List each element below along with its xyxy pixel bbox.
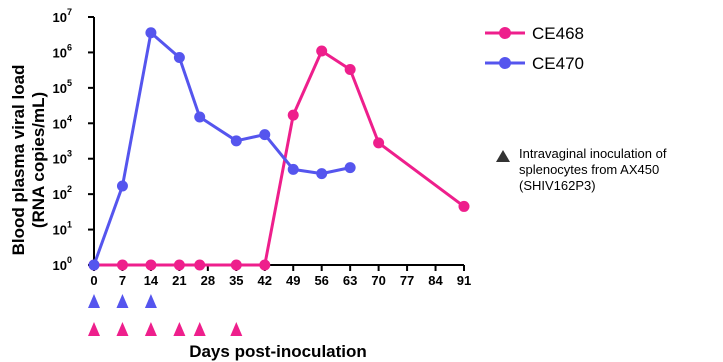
data-point-ce470 [287,163,299,175]
annotation-line1: Intravaginal inoculation of [519,146,667,161]
y-tick-base: 10 [53,152,67,167]
y-tick-base: 10 [53,45,67,60]
legend: CE468 CE470 [485,24,584,73]
y-tick-label: 101 [53,220,72,238]
y-tick-base: 10 [53,116,67,131]
y-tick-exponent: 5 [67,78,72,88]
inoculation-marker-ce470 [116,294,129,308]
y-tick-label: 104 [53,113,72,131]
series-line-ce470 [92,31,351,266]
x-tick-label: 14 [144,273,159,288]
data-point-ce468 [373,137,385,149]
y-tick-base: 10 [53,81,67,96]
annotation-line2: splenocytes from AX450 [519,162,659,177]
inoculation-marker-ce468 [173,322,186,336]
x-tick-label: 91 [457,273,471,288]
y-axis-label-line1: Blood plasma viral load [9,65,28,256]
x-tick-label: 70 [371,273,385,288]
y-tick-label: 107 [53,7,72,25]
y-tick-label: 106 [53,42,72,60]
inoculation-marker-ce468 [193,322,206,336]
legend-label-ce470: CE470 [532,54,584,73]
x-ticks: 0 7 14 21 28 35 42 49 56 63 70 77 84 91 [90,265,471,288]
series-line-ce468 [94,49,465,267]
data-point-ce468 [344,63,356,75]
y-tick-base: 10 [53,258,67,273]
x-tick-label: 21 [172,273,186,288]
y-tick-base: 10 [53,10,67,25]
inoculation-annotation: Intravaginal inoculation of splenocytes … [496,146,667,193]
data-point-ce470 [194,111,206,123]
data-point-ce468 [145,259,157,271]
data-point-ce470 [259,129,271,141]
annotation-line3: (SHIV162P3) [519,178,596,193]
series-layer [88,27,470,271]
inoculation-marker-ce468 [88,322,100,336]
y-tick-exponent: 7 [67,7,72,17]
x-tick-label: 28 [201,273,215,288]
legend-label-ce468: CE468 [532,24,584,43]
x-tick-label: 56 [314,273,328,288]
y-tick-base: 10 [53,187,67,202]
data-point-ce468 [316,45,328,57]
data-point-ce468 [194,259,206,271]
legend-marker-ce468 [499,27,511,39]
x-axis-label: Days post-inoculation [189,342,367,361]
data-point-ce470 [116,180,128,192]
y-axis-label-line2: (RNA copies/mL) [29,92,48,228]
data-point-ce468 [259,259,271,271]
y-tick-exponent: 2 [67,184,72,194]
inoculation-marker-ce468 [144,322,157,336]
y-tick-base: 10 [53,223,67,238]
data-point-ce468 [287,109,299,121]
x-tick-label: 77 [400,273,414,288]
data-point-ce470 [230,135,242,147]
x-tick-label: 7 [119,273,126,288]
inoculation-markers [88,294,243,336]
x-tick-label: 84 [428,273,443,288]
data-point-ce470 [344,162,356,174]
inoculation-marker-ce470 [144,294,157,308]
y-tick-label: 100 [53,255,72,273]
data-point-ce468 [116,259,128,271]
x-tick-label: 63 [343,273,357,288]
data-point-ce470 [88,259,100,271]
legend-marker-ce470 [499,57,511,69]
data-point-ce470 [173,51,185,63]
x-tick-label: 49 [286,273,300,288]
x-tick-label: 0 [90,273,97,288]
inoculation-marker-ce468 [230,322,243,336]
y-tick-exponent: 3 [67,149,72,159]
y-tick-label: 102 [53,184,72,202]
data-point-ce468 [458,200,470,212]
inoculation-marker-ce468 [116,322,129,336]
y-tick-label: 103 [53,149,72,167]
y-axis-label: Blood plasma viral load (RNA copies/mL) [9,65,48,256]
data-point-ce468 [230,259,242,271]
y-tick-exponent: 4 [67,113,72,123]
x-tick-label: 42 [258,273,272,288]
y-tick-exponent: 6 [67,42,72,52]
data-point-ce468 [173,259,185,271]
y-tick-exponent: 1 [67,220,72,230]
y-tick-label: 105 [53,78,72,96]
data-point-ce470 [145,27,157,39]
inoculation-marker-ce470 [88,294,100,308]
data-point-ce470 [316,168,328,180]
annotation-triangle-icon [496,150,510,162]
x-tick-label: 35 [229,273,243,288]
y-tick-exponent: 0 [67,255,72,265]
